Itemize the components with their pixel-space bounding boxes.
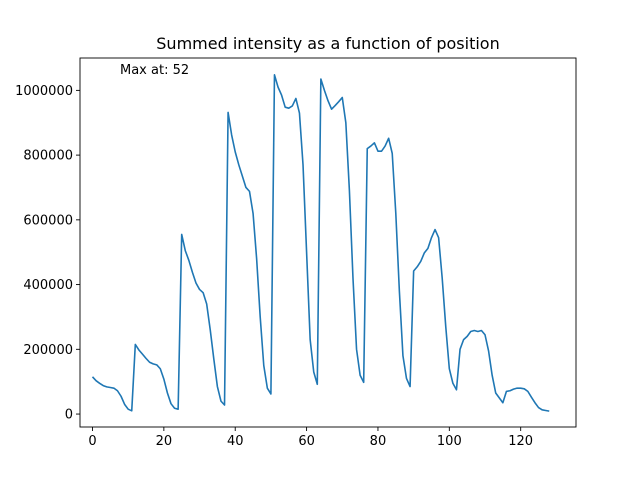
x-tick-label: 120 [508, 434, 533, 449]
y-tick-label: 600000 [23, 213, 73, 228]
max-annotation: Max at: 52 [120, 63, 189, 78]
series-line [91, 74, 550, 412]
x-tick-label: 100 [437, 434, 462, 449]
y-tick-label: 1000000 [15, 84, 73, 99]
y-tick-label: 800000 [23, 149, 73, 164]
chart-title: Summed intensity as a function of positi… [156, 34, 499, 53]
y-tick-label: 400000 [23, 278, 73, 293]
axes-frame [79, 57, 577, 428]
y-tick-label: 0 [65, 408, 73, 423]
plot-area: 0 20 40 60 80 100 120 0 200000 400000 600000 800000… [15, 57, 577, 449]
y-tick-label: 200000 [23, 343, 73, 358]
x-tick-label: 20 [156, 434, 173, 449]
x-tick-label: 0 [88, 434, 96, 449]
x-tick-label: 40 [227, 434, 244, 449]
x-tick-label: 60 [298, 434, 315, 449]
x-tick-label: 80 [370, 434, 387, 449]
